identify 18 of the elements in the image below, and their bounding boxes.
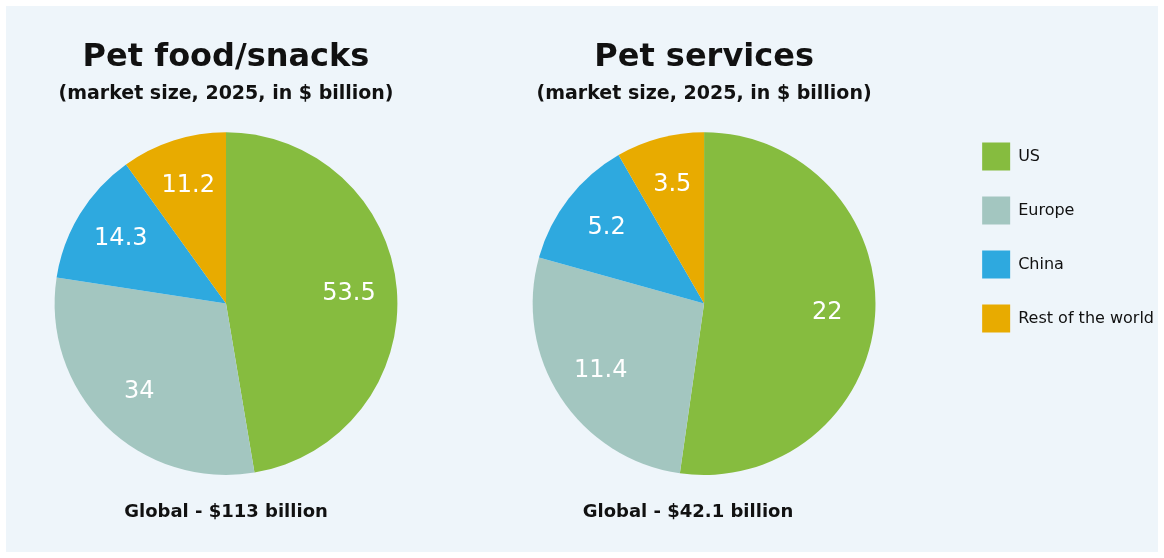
legend-label: US bbox=[1018, 145, 1041, 165]
text: Global - $113 billion bbox=[123, 500, 329, 521]
chart-title: Pet services bbox=[594, 35, 814, 74]
chart-subtitle: (market size, 2025, in $ billion) bbox=[536, 80, 872, 103]
legend-label: Rest of the world bbox=[1018, 307, 1154, 327]
legend-label: Europe bbox=[1018, 199, 1075, 219]
text: Global - $42.1 billion bbox=[581, 500, 795, 521]
chart-subtitle: (market size, 2025, in $ billion) bbox=[58, 80, 394, 103]
data-label: 11.4 bbox=[574, 355, 628, 384]
data-label: 11.2 bbox=[161, 170, 215, 199]
data-label: 5.2 bbox=[587, 212, 626, 241]
data-label: 34 bbox=[124, 375, 155, 404]
data-label: 14.3 bbox=[94, 223, 148, 252]
chart-title: Pet food/snacks bbox=[82, 35, 370, 74]
data-label: 22 bbox=[811, 296, 843, 325]
legend-label: China bbox=[1018, 253, 1064, 273]
data-label: 53.5 bbox=[322, 277, 376, 306]
data-label: 3.5 bbox=[653, 168, 692, 197]
